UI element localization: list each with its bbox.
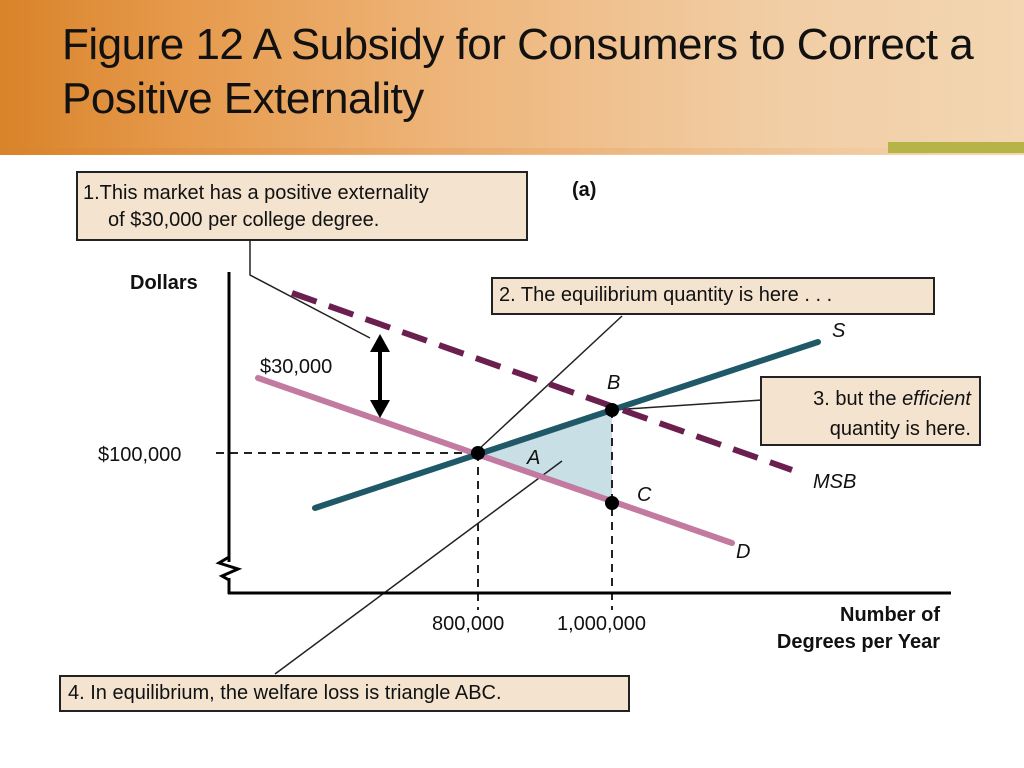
callout-welfare-loss: 4. In equilibrium, the welfare loss is t… xyxy=(59,675,630,712)
point-b-label: B xyxy=(607,372,621,394)
externality-value-label: $30,000 xyxy=(260,356,333,378)
callout-1-line1: 1.This market has a positive externality xyxy=(83,182,429,204)
leader-line-3 xyxy=(611,399,763,411)
axis-break xyxy=(215,555,243,582)
msb-curve-label: MSB xyxy=(813,471,857,493)
leader-line-1 xyxy=(249,240,371,339)
point-c xyxy=(605,496,619,510)
callout-3-line1: 3. but the efficient xyxy=(762,384,971,414)
banner-rule-accent xyxy=(888,142,1024,153)
supply-curve-label: S xyxy=(832,320,846,342)
slide-title: Figure 12 A Subsidy for Consumers to Cor… xyxy=(62,20,974,123)
panel-label: (a) xyxy=(572,179,597,201)
point-c-label: C xyxy=(637,484,652,506)
callout-1-line2: of $30,000 per college degree. xyxy=(108,209,380,231)
callout-positive-externality: 1.This market has a positive externality… xyxy=(76,171,528,241)
x-axis-label-line2: Degrees per Year xyxy=(776,631,940,653)
point-a-label: A xyxy=(527,447,541,469)
callout-equilibrium-quantity: 2. The equilibrium quantity is here . . … xyxy=(491,277,935,315)
y-axis-label: Dollars xyxy=(130,272,198,294)
y-tick-label: $100,000 xyxy=(98,444,182,466)
title-banner xyxy=(0,0,1024,155)
callout-3-prefix: 3. but the xyxy=(813,388,903,410)
callout-3-line2: quantity is here. xyxy=(829,418,971,440)
x-tick-label-800000: 800,000 xyxy=(432,613,505,635)
externality-arrow-head-down xyxy=(370,400,390,418)
point-b xyxy=(605,403,619,417)
demand-curve-label: D xyxy=(736,541,751,563)
x-tick-label-1000000: 1,000,000 xyxy=(557,613,646,635)
welfare-loss-triangle xyxy=(478,410,612,503)
supply-curve xyxy=(312,339,821,511)
x-axis-label-line1: Number of xyxy=(840,604,940,626)
externality-arrow-head-up xyxy=(370,334,390,352)
msb-curve xyxy=(290,290,794,473)
callout-3-emphasis: efficient xyxy=(902,388,971,410)
point-a xyxy=(471,446,485,460)
callout-efficient-quantity: 3. but the efficient quantity is here. xyxy=(760,376,981,446)
leader-line-4 xyxy=(274,460,563,675)
callout-4-text: 4. In equilibrium, the welfare loss is t… xyxy=(68,682,502,704)
banner-rule-left xyxy=(0,148,888,154)
demand-curve xyxy=(255,375,735,546)
callout-2-text: 2. The equilibrium quantity is here . . … xyxy=(499,284,833,306)
